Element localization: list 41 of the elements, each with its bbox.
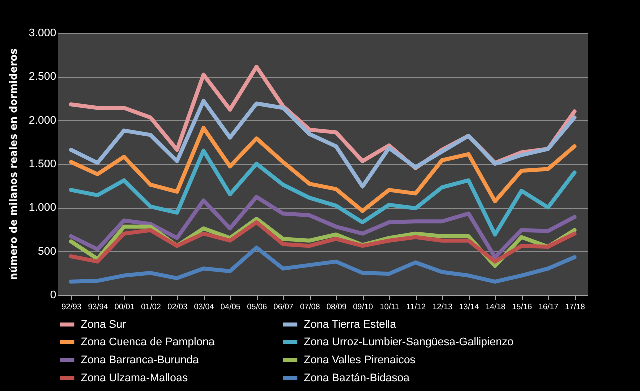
- x-tick-label: 92/93: [62, 302, 82, 312]
- y-tick-label: 2.000: [28, 114, 56, 127]
- line-series: [69, 99, 577, 189]
- x-tick-label: 10/11: [380, 302, 400, 312]
- x-tick-label: 09/10: [353, 302, 374, 312]
- legend-label: Zona Cuenca de Pamplona: [81, 336, 216, 348]
- legend-label: Zona Barranca-Burunda: [81, 354, 200, 366]
- x-tick-label: 00/01: [114, 302, 136, 312]
- legend-label: Zona Ulzama-Malloas: [81, 372, 188, 384]
- x-tick-label: 08/09: [326, 302, 348, 312]
- legend-label: Zona Baztán-Bidasoa: [304, 372, 411, 384]
- y-tick-label: 1.500: [28, 158, 56, 170]
- x-tick-label: 14/18: [486, 302, 506, 312]
- x-tick-label: 17/18: [565, 302, 586, 312]
- x-tick-label: 12/13: [432, 302, 454, 312]
- line-series: [69, 246, 577, 284]
- legend-label: Zona Tierra Estella: [304, 318, 398, 331]
- x-tick-label: 04/05: [220, 302, 242, 312]
- x-tick-label: 11/12: [406, 302, 427, 312]
- x-tick-label: 03/04: [194, 302, 215, 312]
- line-series: [69, 195, 577, 260]
- y-tick-label: 2.500: [28, 71, 56, 84]
- x-tick-label: 13/14: [459, 302, 480, 312]
- y-tick-label: 3.000: [28, 28, 56, 40]
- y-tick-label: 1.000: [28, 202, 56, 214]
- legend-label: Zona Sur: [81, 318, 127, 331]
- legend-label: Zona Valles Pirenaicos: [304, 354, 416, 366]
- x-tick-label: 93/94: [88, 302, 109, 312]
- y-axis-title: número de milanos reales en dormideros: [8, 48, 20, 280]
- x-tick-label: 07/08: [300, 302, 321, 312]
- y-tick-label: 500: [38, 246, 56, 258]
- x-tick-label: 05/06: [247, 302, 268, 312]
- x-tick-label: 16/17: [538, 302, 560, 312]
- x-tick-label: 15/16: [512, 302, 533, 312]
- x-tick-label: 01/02: [141, 302, 162, 312]
- legend-label: Zona Urroz-Lumbier-Sangüesa-Gallipienzo: [304, 336, 514, 348]
- line-series: [69, 148, 577, 237]
- y-tick-label: 0: [50, 290, 56, 302]
- line-series: [69, 126, 577, 214]
- x-tick-label: 06/07: [274, 302, 294, 312]
- x-tick-label: 02/03: [168, 302, 188, 312]
